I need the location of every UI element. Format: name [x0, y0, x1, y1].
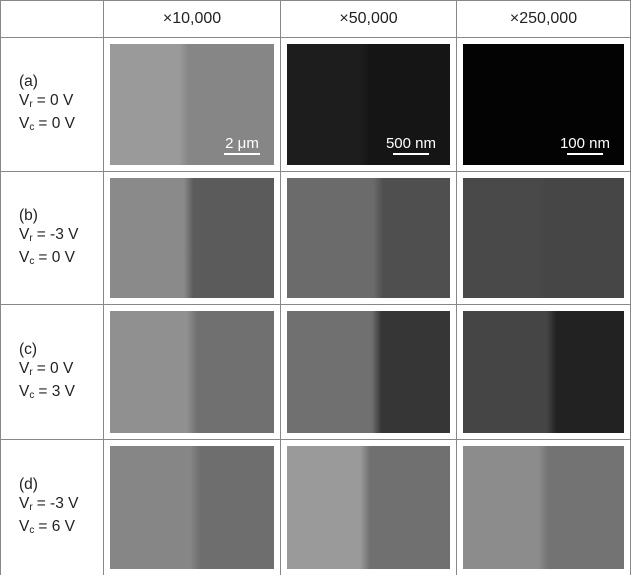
- scale-bar-label: 100 nm: [560, 135, 610, 152]
- voltage-value: = 0 V: [37, 92, 74, 109]
- image-cell: [457, 440, 631, 575]
- voltage-symbol: V: [19, 92, 29, 109]
- sem-image: [463, 446, 624, 569]
- voltage-value: = 0 V: [37, 360, 74, 377]
- figure-table: ×10,000×50,000×250,000(a)Vr= 0 VVc= 0 V2…: [0, 0, 631, 575]
- voltage-subscript: c: [29, 256, 34, 267]
- sem-image: 500 nm: [287, 44, 450, 165]
- sem-image: [110, 311, 274, 433]
- column-header: ×50,000: [281, 0, 457, 38]
- voltage-symbol: V: [19, 115, 29, 132]
- voltage-subscript: c: [29, 525, 34, 536]
- scale-bar: 100 nm: [560, 135, 610, 155]
- voltage-subscript: c: [29, 122, 34, 133]
- voltage-subscript: r: [29, 502, 32, 513]
- column-header: ×250,000: [457, 0, 631, 38]
- row-label: (a): [19, 72, 103, 91]
- sem-image: [110, 446, 274, 569]
- voltage-value: = 6 V: [38, 518, 75, 535]
- image-cell: [281, 305, 457, 440]
- image-cell: [104, 305, 281, 440]
- image-cell: 2 μm: [104, 38, 281, 172]
- image-cell: [457, 305, 631, 440]
- scale-bar-label: 2 μm: [224, 135, 260, 152]
- image-cell: [104, 172, 281, 305]
- voltage-symbol: V: [19, 518, 29, 535]
- voltage-value: = 0 V: [38, 249, 75, 266]
- row-label: (d): [19, 475, 103, 494]
- sem-image: [463, 178, 624, 298]
- voltage-line: Vr = 0 V: [19, 359, 103, 382]
- sem-image: [463, 311, 624, 433]
- voltage-subscript: r: [29, 233, 32, 244]
- voltage-symbol: V: [19, 226, 29, 243]
- scale-bar-label: 500 nm: [386, 135, 436, 152]
- voltage-symbol: V: [19, 495, 29, 512]
- voltage-line: Vc = 3 V: [19, 382, 103, 405]
- scale-bar-line: [393, 153, 429, 155]
- voltage-line: Vr = 0 V: [19, 91, 103, 114]
- voltage-value: = 3 V: [38, 383, 75, 400]
- image-cell: [281, 440, 457, 575]
- voltage-line: Vr = -3 V: [19, 225, 103, 248]
- sem-image: 2 μm: [110, 44, 274, 165]
- sem-image: 100 nm: [463, 44, 624, 165]
- row-label: (c): [19, 340, 103, 359]
- sem-image: [110, 178, 274, 298]
- scale-bar-line: [224, 153, 260, 155]
- image-cell: 500 nm: [281, 38, 457, 172]
- sem-image: [287, 311, 450, 433]
- voltage-symbol: V: [19, 360, 29, 377]
- voltage-subscript: r: [29, 367, 32, 378]
- voltage-symbol: V: [19, 383, 29, 400]
- scale-bar: 2 μm: [224, 135, 260, 155]
- voltage-line: Vr = -3 V: [19, 494, 103, 517]
- image-cell: [281, 172, 457, 305]
- voltage-value: = -3 V: [37, 226, 79, 243]
- voltage-symbol: V: [19, 249, 29, 266]
- sem-image: [287, 178, 450, 298]
- column-header: ×10,000: [104, 0, 281, 38]
- image-cell: [104, 440, 281, 575]
- voltage-line: Vc = 0 V: [19, 114, 103, 137]
- sem-image: [287, 446, 450, 569]
- voltage-value: = -3 V: [37, 495, 79, 512]
- image-cell: 100 nm: [457, 38, 631, 172]
- voltage-line: Vc = 0 V: [19, 248, 103, 271]
- image-cell: [457, 172, 631, 305]
- corner-cell: [0, 0, 104, 38]
- voltage-line: Vc = 6 V: [19, 517, 103, 540]
- voltage-value: = 0 V: [38, 115, 75, 132]
- scale-bar-line: [567, 153, 603, 155]
- row-label: (b): [19, 206, 103, 225]
- voltage-subscript: r: [29, 99, 32, 110]
- scale-bar: 500 nm: [386, 135, 436, 155]
- voltage-subscript: c: [29, 390, 34, 401]
